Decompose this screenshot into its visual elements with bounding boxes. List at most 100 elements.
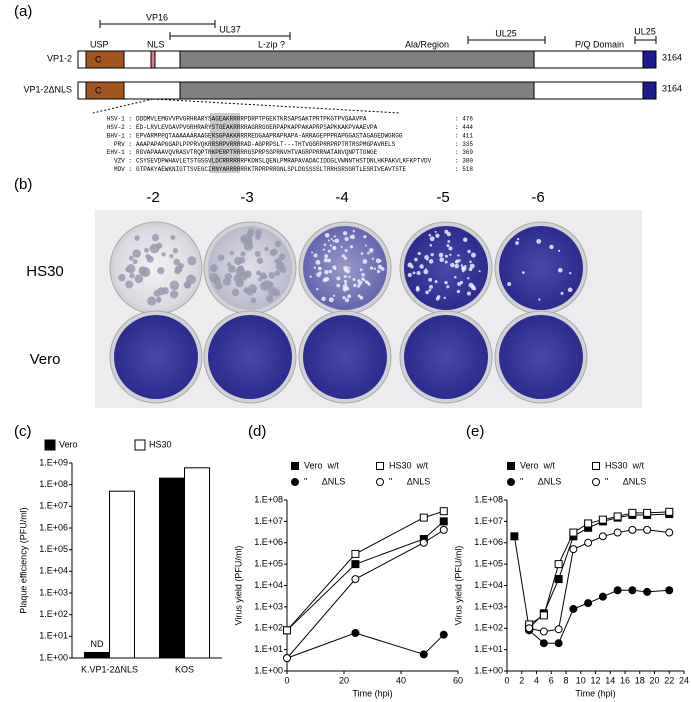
- seq-end: : 335: [455, 141, 473, 148]
- plaque: [175, 265, 183, 273]
- row-label: Vero: [30, 351, 61, 368]
- seq-end: : 411: [455, 132, 473, 139]
- x-tick-label: 10: [576, 675, 586, 685]
- line: [286, 510, 444, 631]
- x-tick-label: 16: [620, 675, 630, 685]
- plaque: [247, 228, 255, 235]
- plaque: [274, 240, 282, 248]
- sequence: ED-LRVLEVGAVPVGRHRARYSTGEAKRRRRAGRRGGERP…: [136, 124, 378, 131]
- plaque: [456, 289, 461, 294]
- plaque: [149, 243, 160, 254]
- y-tick-label: 1.E+09: [39, 457, 68, 467]
- plaque: [345, 269, 350, 274]
- plaque: [357, 294, 361, 298]
- plaque: [344, 236, 349, 242]
- marker: [643, 508, 652, 517]
- marker: [628, 525, 637, 534]
- legend-label: Vero: [59, 439, 78, 449]
- plaque: [264, 246, 269, 252]
- dilution-label: -5: [436, 189, 449, 206]
- plaque: [271, 248, 278, 256]
- plaque: [471, 252, 476, 258]
- plaque: [321, 296, 326, 302]
- plaque: [329, 244, 332, 247]
- y-tick-label: 1.E+06: [254, 537, 283, 547]
- x-tick-label: 0: [284, 675, 289, 685]
- plaque: [363, 235, 367, 239]
- y-tick-label: 1.E+05: [39, 544, 68, 554]
- marker: [351, 575, 360, 584]
- marker: [283, 626, 291, 635]
- plaque: [169, 280, 180, 291]
- plaque: [536, 239, 542, 244]
- line: [286, 521, 445, 631]
- plaque: [414, 257, 418, 262]
- marker: [592, 478, 600, 486]
- marker: [665, 507, 674, 516]
- y-tick-label: 1.E+02: [39, 609, 68, 619]
- plaque: [309, 275, 312, 278]
- x-tick-label: 18: [635, 675, 645, 685]
- plaque: [426, 258, 429, 261]
- marker: [510, 532, 519, 541]
- plaque: [378, 259, 382, 263]
- well: [404, 226, 488, 310]
- plaque: [251, 289, 257, 294]
- legend-label: " ΔNLS: [304, 476, 345, 486]
- plaque: [255, 234, 261, 240]
- plaque: [348, 275, 351, 279]
- x-axis-label: Time (hpi): [575, 688, 615, 698]
- plaque: [278, 263, 284, 269]
- marker: [351, 560, 360, 569]
- y-tick-label: 1.E+08: [254, 494, 283, 504]
- y-tick-label: 1.E+06: [39, 522, 68, 532]
- plaque: [334, 238, 340, 244]
- plaque: [323, 243, 327, 246]
- plaque: [169, 290, 179, 299]
- marker: [598, 515, 607, 524]
- marker: [613, 512, 622, 521]
- y-axis-label: Virus yield (PFU/ml): [233, 546, 243, 626]
- row-label: HS30: [26, 263, 64, 280]
- domain-letter: C: [95, 54, 102, 64]
- well: [208, 315, 292, 399]
- plaque: [461, 269, 465, 273]
- legend-label: HS30 w/t: [389, 460, 429, 470]
- domain-letter: C: [95, 85, 102, 95]
- plaque: [357, 284, 360, 288]
- y-tick-label: 1.E+03: [474, 601, 503, 611]
- plaque: [358, 282, 362, 286]
- plaque: [226, 262, 232, 267]
- plaque: [454, 275, 457, 279]
- y-tick-label: 1.E+08: [474, 494, 503, 504]
- y-axis-label: Plaque efficiency (PFU/ml): [18, 507, 28, 613]
- plaque: [334, 267, 337, 271]
- plaque: [436, 295, 441, 299]
- well: [499, 226, 583, 310]
- bracket-label: VP16: [146, 12, 168, 22]
- plaque: [128, 255, 134, 261]
- length-label: 3164: [662, 83, 682, 93]
- plaque: [439, 257, 445, 263]
- x-tick-label: 12: [590, 675, 600, 685]
- marker: [439, 525, 448, 534]
- plaque: [256, 270, 262, 276]
- plaque: [434, 280, 438, 284]
- sequence: CSYSEVDPWHAVLETSTGSGVLDCRRRRRRPKDNSLQENL…: [136, 158, 432, 165]
- x-tick-label: 60: [453, 675, 463, 685]
- x-axis-label: Time (hpi): [352, 688, 392, 698]
- dilution-label: -2: [146, 189, 159, 206]
- plaque: [342, 231, 348, 236]
- plaque: [455, 259, 460, 264]
- plaque: [369, 266, 374, 270]
- plaque: [444, 260, 448, 264]
- seq-name: VZV :: [114, 158, 132, 165]
- plaque: [222, 277, 231, 286]
- bracket-label: UL37: [219, 24, 241, 34]
- marker: [584, 519, 593, 528]
- dilution-label: -3: [240, 189, 253, 206]
- y-tick-label: 1.E+02: [474, 623, 503, 633]
- plaque: [134, 274, 144, 284]
- sequence: GTPAKYAEWKNIGTTSVEGCIRNYARRRRRRKTRPRPRRG…: [136, 166, 406, 173]
- plaque: [424, 268, 428, 271]
